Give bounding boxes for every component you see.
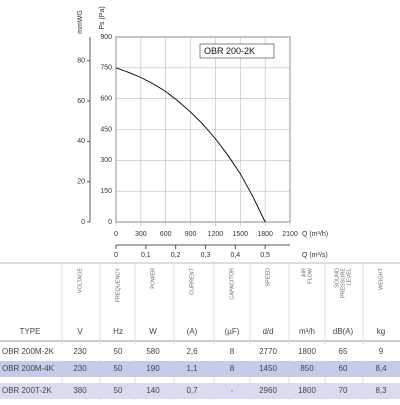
- y-tick-label: 750: [100, 65, 112, 72]
- cell: 230: [73, 364, 87, 373]
- legend-box: [199, 43, 275, 59]
- y2-tick-label: 80: [77, 58, 85, 65]
- cell: 2,6: [186, 347, 198, 356]
- cell: 140: [146, 386, 160, 395]
- cell: 2960: [259, 386, 277, 395]
- unit-label: d/d: [262, 327, 273, 336]
- column-header: FREQUENCY: [115, 268, 121, 303]
- cell: 1,1: [186, 364, 198, 373]
- x-tick-label: 2100: [282, 231, 298, 238]
- cell: 580: [146, 347, 160, 356]
- cell: 60: [339, 364, 348, 373]
- x2-tick-label: 0: [114, 252, 118, 259]
- table-bg: [0, 263, 400, 400]
- column-header: SOUND: [334, 268, 340, 288]
- x-tick-label: 0: [114, 231, 118, 238]
- row-bg: [0, 361, 400, 377]
- row-bg: [0, 344, 400, 360]
- x-tick-label: 600: [160, 231, 172, 238]
- cell: 1800: [298, 386, 316, 395]
- column-header: WEIGHT: [378, 267, 384, 290]
- cell: 65: [339, 347, 348, 356]
- type-cell: OBR 200M-2K: [2, 347, 55, 356]
- curve: [115, 67, 266, 223]
- unit-label: dB(A): [333, 327, 354, 336]
- column-header: LEVEL: [346, 268, 352, 285]
- x2-tick-label: 0,5: [260, 252, 270, 259]
- x2-tick-label: 0,3: [201, 252, 211, 259]
- y-tick-label: 300: [100, 157, 112, 164]
- cell: 8: [230, 364, 235, 373]
- cell: 850: [300, 364, 314, 373]
- column-header: CURRENT: [189, 267, 195, 295]
- column-header: CAPACITOR: [229, 268, 235, 300]
- unit-label: m³/h: [299, 327, 315, 336]
- type-cell: OBR 200M-4K: [2, 364, 55, 373]
- y-tick-label: 900: [100, 34, 112, 41]
- unit-label: TYPE: [20, 327, 41, 336]
- x2-tick-label: 0,1: [141, 252, 151, 259]
- cell: 190: [146, 364, 160, 373]
- y2-tick-label: 60: [77, 98, 85, 105]
- cell: 2770: [259, 347, 277, 356]
- unit-label: (A): [187, 327, 198, 336]
- cell: 1800: [298, 347, 316, 356]
- y-tick-label: 600: [100, 96, 112, 103]
- cell: 8: [230, 347, 235, 356]
- unit-label: V: [77, 327, 83, 336]
- unit-label: W: [149, 327, 157, 336]
- x-tick-label: 300: [135, 231, 147, 238]
- unit-label: Hz: [113, 327, 123, 336]
- unit-label: kg: [377, 327, 385, 336]
- y-tick-label: 450: [100, 126, 112, 133]
- column-header: AIR: [301, 268, 307, 277]
- column-header: PRESSURE: [340, 268, 346, 299]
- x-tick-label: 900: [185, 231, 197, 238]
- y2-tick-label: 0: [81, 219, 85, 226]
- column-header: FLOW: [307, 267, 313, 284]
- column-header: POWER: [150, 268, 156, 289]
- type-cell: OBR 200T-2K: [2, 386, 52, 395]
- row-bg: [0, 383, 400, 399]
- x-tick-label: 1500: [232, 231, 248, 238]
- cell: 50: [114, 364, 123, 373]
- unit-label: (µF): [225, 327, 240, 336]
- y2-axis-label: mmWG: [77, 10, 84, 34]
- x2-tick-label: 0,2: [171, 252, 181, 259]
- cell: 1450: [259, 364, 277, 373]
- cell: 70: [339, 386, 348, 395]
- x-tick-label: 1800: [257, 231, 273, 238]
- cell: 50: [114, 347, 123, 356]
- cell: 0,7: [186, 386, 198, 395]
- cell: 8,4: [375, 364, 387, 373]
- cell: -: [231, 386, 234, 395]
- cell: 380: [73, 386, 87, 395]
- y-tick-label: 0: [108, 219, 112, 226]
- y-axis-label: Ps (Pa): [99, 6, 106, 29]
- y-tick-label: 150: [100, 188, 112, 195]
- x2-axis-label: Q (m³/s): [302, 252, 328, 259]
- cell: 9: [379, 347, 384, 356]
- column-header: SPEED: [265, 268, 271, 287]
- x-axis-label: Q (m³/h): [302, 231, 328, 238]
- x2-tick-label: 0,4: [230, 252, 240, 259]
- cell: 230: [73, 347, 87, 356]
- y2-tick-label: 40: [77, 138, 85, 145]
- column-header: VOLTAGE: [77, 268, 83, 293]
- cell: 8,3: [375, 386, 387, 395]
- y2-tick-label: 20: [77, 179, 85, 186]
- x-tick-label: 1200: [208, 231, 224, 238]
- legend-label: OBR 200-2K: [204, 46, 255, 56]
- cell: 50: [114, 386, 123, 395]
